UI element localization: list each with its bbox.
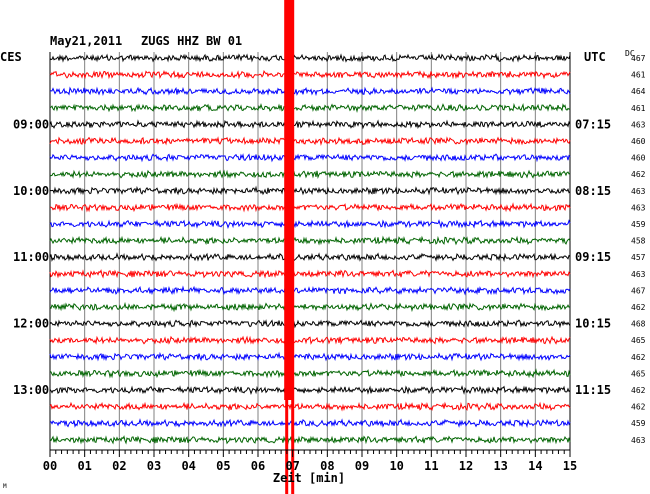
grid [49,52,571,450]
x-tick-label: 07 [285,459,299,473]
trace-10 [49,202,571,213]
trace-15 [49,285,571,296]
x-tick-label: 05 [216,459,230,473]
date-label: May21,2011 [50,34,122,48]
x-tick-label: 12 [459,459,473,473]
x-tick-label: 06 [251,459,265,473]
traces [49,52,571,445]
x-axis: 00 01 02 03 04 05 06 07 08 09 10 11 12 13 14 15 [43,449,577,473]
dc-offset: 467 [631,286,646,295]
hour-label-left: 09:00 [13,117,49,131]
dc-offset: 462 [631,303,646,312]
dc-offset: 465 [631,336,646,345]
hour-label-left: 10:00 [13,184,49,198]
trace-11 [49,219,571,230]
hour-label-right: 09:15 [575,250,611,264]
x-tick-label: 14 [528,459,542,473]
dc-offset: 459 [631,419,646,428]
trace-19 [49,351,571,362]
trace-17 [49,319,571,329]
event-band [284,0,295,400]
trace-24 [49,435,571,445]
trace-3 [49,86,571,97]
right-zone-label: UTC [584,50,606,64]
dc-offset: 459 [631,220,646,229]
dc-offset: 463 [631,120,646,129]
x-tick-label: 15 [563,459,577,473]
dc-label: DC [625,49,635,58]
trace-22 [49,401,571,412]
trace-5 [49,119,571,130]
trace-12 [49,235,571,246]
trace-8 [49,169,571,180]
dc-offset: 463 [631,436,646,445]
event-spike-left [285,400,289,494]
event-spike-right [291,400,295,494]
event-marker [284,0,295,494]
dc-offset: 462 [631,386,646,395]
trace-20 [49,368,571,379]
x-tick-label: 00 [43,459,57,473]
dc-offset: 464 [631,87,646,96]
dc-offset: 468 [631,320,646,329]
trace-16 [49,301,571,313]
trace-1 [49,52,571,63]
dc-offset: 457 [631,253,646,262]
x-tick-label: 02 [112,459,126,473]
hour-label-left: 12:00 [13,317,49,331]
hour-label-right: 10:15 [575,317,611,331]
trace-23 [49,418,571,429]
dc-offset: 461 [631,71,646,80]
x-tick-label: 11 [424,459,438,473]
dc-offset: 465 [631,369,646,378]
x-tick-label: 08 [320,459,334,473]
trace-9 [49,185,571,196]
dc-offset: 460 [631,154,646,163]
trace-14 [49,269,571,279]
trace-7 [49,153,571,163]
hour-label-left: 11:00 [13,250,49,264]
trace-2 [49,69,571,80]
x-tick-label: 10 [389,459,403,473]
trace-21 [49,385,571,396]
hour-label-right: 08:15 [575,184,611,198]
hour-label-right: 11:15 [575,383,611,397]
x-axis-label: Zeit [min] [273,471,345,485]
corner-mark: M [3,483,7,490]
trace-13 [49,252,571,263]
x-tick-label: 09 [355,459,369,473]
x-tick-label: 13 [493,459,507,473]
hour-label-left: 13:00 [13,383,49,397]
station-label: ZUGS HHZ BW 01 [141,34,242,48]
dc-offset: 463 [631,270,646,279]
trace-6 [49,136,571,147]
dc-offset: 463 [631,187,646,196]
x-tick-label: 03 [147,459,161,473]
dc-offset: 458 [631,237,646,246]
x-tick-label: 04 [181,459,195,473]
dc-offset: 460 [631,137,646,146]
dc-offset: 462 [631,353,646,362]
dc-offset: 461 [631,104,646,113]
hour-label-right: 07:15 [575,117,611,131]
trace-18 [49,335,571,346]
dc-offset: 462 [631,403,646,412]
x-tick-label: 01 [77,459,91,473]
left-zone-label: CES [0,50,22,64]
dc-offset: 463 [631,203,646,212]
dc-offset: 467 [631,54,646,63]
dc-offset: 462 [631,170,646,179]
trace-4 [49,102,571,113]
